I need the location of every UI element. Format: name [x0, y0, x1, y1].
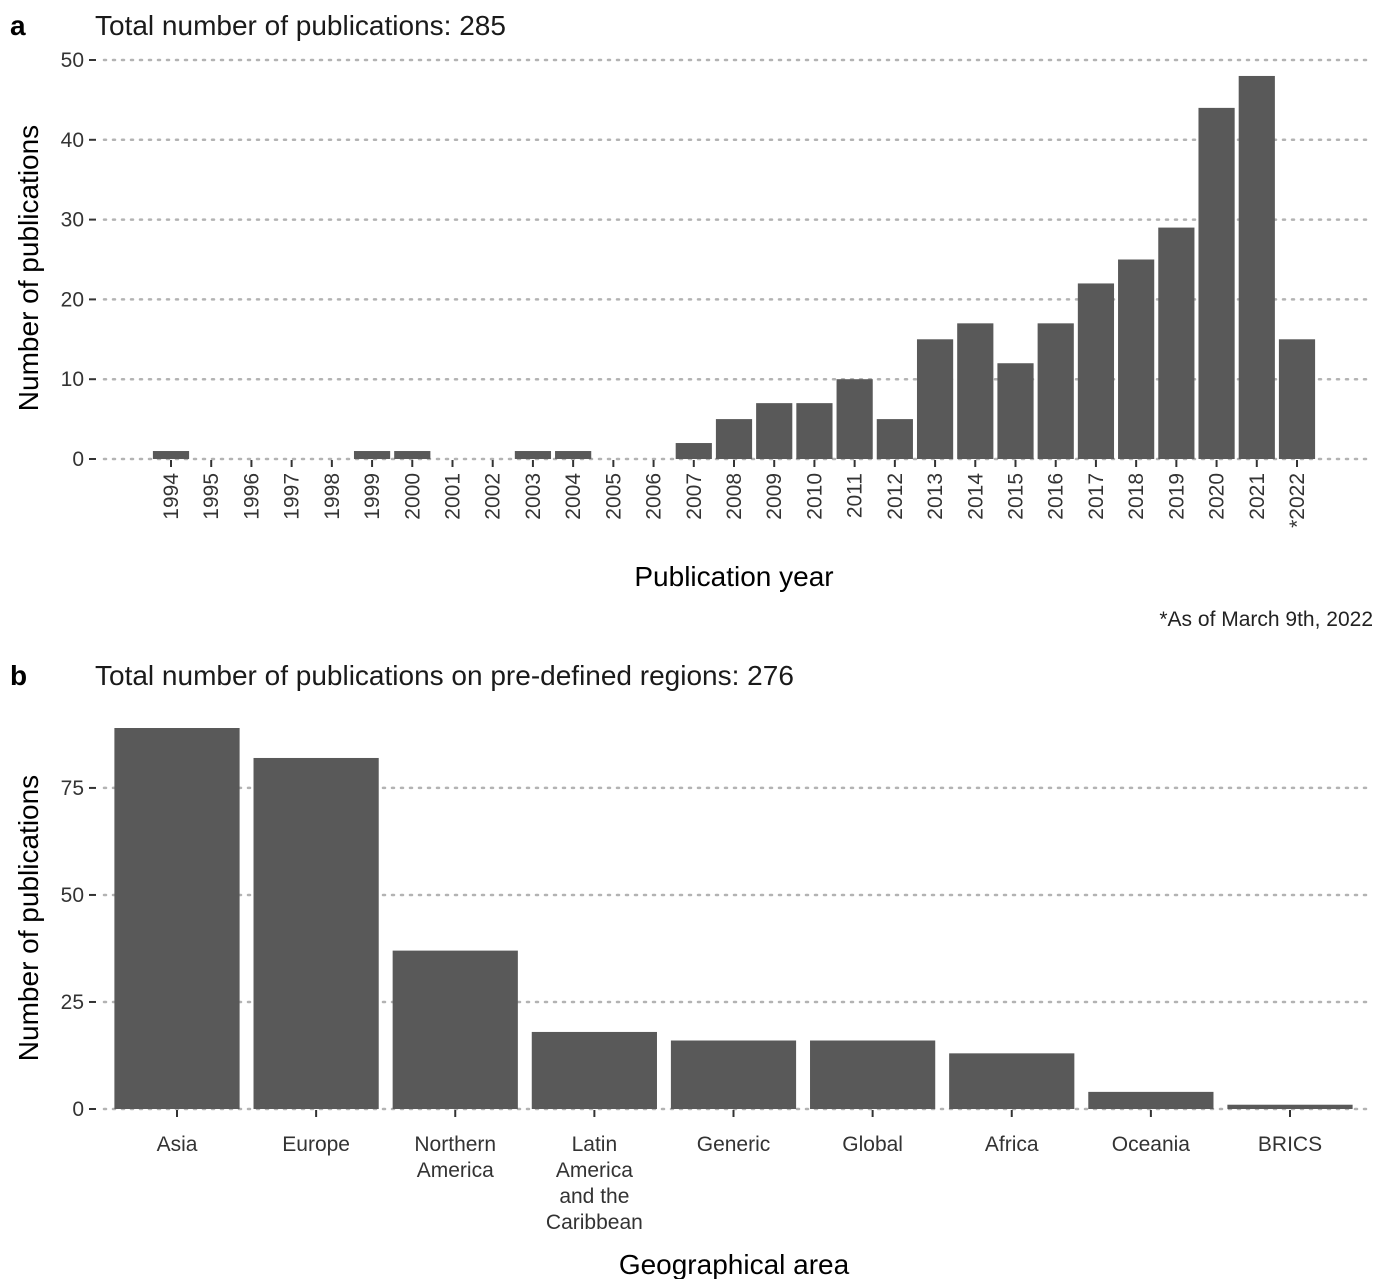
panel-a-x-tick-label: 1995 — [200, 473, 223, 520]
panel-a-bar — [353, 451, 391, 459]
panel-a-x-tick-label: 2006 — [643, 473, 666, 520]
panel-a-x-tick-label: 1996 — [240, 473, 263, 520]
panel-b-x-tick-label: Asia — [157, 1133, 198, 1156]
panel-a-bar — [756, 403, 793, 459]
panel-b-bar — [114, 728, 240, 1109]
panel-a-x-tick-label: 2021 — [1246, 473, 1269, 520]
panel-a-bar — [997, 363, 1034, 459]
panel-a-x-tick-label: 1997 — [281, 473, 304, 520]
panel-a-x-tick-label: 2010 — [803, 473, 826, 520]
panel-a-x-tick-label: 2005 — [602, 473, 625, 520]
panel-a-x-tick-label: 2007 — [683, 473, 706, 520]
panel-a-x-tick-label: 2000 — [401, 473, 424, 520]
panel-a-bar — [1238, 75, 1275, 460]
panel-a-bar — [796, 403, 833, 459]
panel-a-x-tick-label: 2003 — [522, 473, 545, 520]
panel-a-bar — [1037, 323, 1074, 459]
panel-a-bar — [1118, 259, 1155, 459]
panel-a-bar — [675, 443, 712, 459]
panel-b-x-tick-label: Africa — [985, 1133, 1039, 1156]
panel-a-x-tick-label: 2011 — [844, 473, 867, 518]
panel-a-bar — [836, 379, 873, 459]
panel-a-y-tick-label: 50 — [61, 49, 84, 72]
panel-b-y-tick-label: 50 — [61, 884, 84, 907]
panel-a-bar — [1158, 227, 1195, 459]
panel-a-y-tick-label: 10 — [61, 368, 84, 391]
panel-a-y-tick-label: 40 — [61, 129, 84, 152]
panel-b-x-tick-label: Generic — [697, 1133, 771, 1156]
panel-b-y-tick-label: 25 — [61, 991, 84, 1014]
panel-a-bar — [957, 323, 994, 459]
panel-a-x-tick-label: 2017 — [1085, 473, 1108, 520]
panel-a-x-tick-label: 2014 — [964, 473, 987, 520]
panel-a-bar — [1278, 339, 1316, 459]
panel-b-bar — [1227, 1104, 1353, 1109]
panel-b-x-tick-label: Northern America — [414, 1133, 496, 1182]
panel-a-bar — [152, 451, 190, 459]
panel-a-x-tick-label: 2001 — [442, 473, 465, 520]
panel-a-y-axis-title: Number of publications — [13, 125, 44, 411]
panel-b-y-tick-label: 0 — [72, 1098, 84, 1121]
panel-b-bar — [253, 757, 379, 1109]
panel-a-x-tick-label: 2013 — [924, 473, 947, 520]
panel-a-bar — [514, 451, 552, 459]
panel-b-x-tick-label: Europe — [282, 1133, 350, 1156]
panel-a-x-tick-label: 2020 — [1206, 473, 1229, 520]
panel-a-bar — [916, 339, 954, 459]
panel-b-x-tick-label: Latin America and the Caribbean — [546, 1133, 643, 1234]
panel-b-bar — [810, 1040, 936, 1109]
panel-b-bar — [392, 950, 518, 1109]
panel-b-y-axis-title: Number of publications — [13, 775, 44, 1061]
panel-a-x-tick-label: 2009 — [763, 473, 786, 520]
panel-b-x-tick-label: BRICS — [1258, 1133, 1322, 1156]
panel-a-x-tick-label: 2002 — [482, 473, 505, 520]
panel-a-bar — [715, 419, 753, 459]
panel-a-footnote: *As of March 9th, 2022 — [1159, 608, 1373, 631]
panel-b-chart: 0 25 50 75 Asia Europe Northern America Latin Ame… — [61, 728, 1375, 1234]
panel-a-x-tick-label: 1998 — [321, 473, 344, 520]
panel-a-bar — [394, 451, 431, 459]
panel-a-x-tick-label: 1999 — [361, 473, 384, 520]
panel-a-x-tick-label: 1994 — [160, 473, 183, 520]
panel-a-bar — [1198, 107, 1235, 459]
panel-a-x-tick-label: 2008 — [723, 473, 746, 520]
panel-a-x-tick-label: 2018 — [1125, 473, 1148, 520]
panel-a-x-tick-label: 2015 — [1005, 473, 1028, 520]
panel-b-bar — [1088, 1091, 1214, 1109]
panel-b-bar — [670, 1040, 797, 1109]
panel-a-bar — [555, 451, 592, 459]
panel-b-bar — [531, 1031, 657, 1109]
panel-a-x-axis-title: Publication year — [634, 561, 833, 592]
panel-b-bar — [949, 1053, 1075, 1109]
panel-a-x-tick-label: 2016 — [1045, 473, 1068, 520]
panel-a-chart: 0 10 20 30 40 50 1994 1995 1996 1997 1998 1999 2000 2… — [61, 49, 1375, 528]
panel-b-x-tick-label: Global — [842, 1133, 903, 1156]
panel-b-x-tick-label: Oceania — [1112, 1133, 1191, 1156]
panel-b-x-axis-title: Geographical area — [619, 1249, 850, 1279]
panel-a-y-tick-label: 0 — [72, 448, 84, 471]
panel-b-letter: b — [10, 660, 27, 691]
panel-b-y-tick-label: 75 — [61, 777, 84, 800]
panel-a-bar — [1077, 283, 1115, 459]
panel-a-x-tick-label: 2012 — [884, 473, 907, 520]
panel-b-title: Total number of publications on pre-defi… — [95, 660, 794, 691]
panel-a-letter: a — [10, 10, 26, 41]
panel-a-bar — [876, 419, 913, 459]
panel-a-x-tick-label: 2004 — [562, 473, 585, 520]
panel-a-y-tick-label: 30 — [61, 209, 84, 232]
panel-a-title: Total number of publications: 285 — [95, 10, 506, 41]
panel-a-y-tick-label: 20 — [61, 288, 84, 311]
panel-a-x-tick-label: *2022 — [1286, 473, 1309, 528]
panel-a-x-tick-label: 2019 — [1165, 473, 1188, 520]
